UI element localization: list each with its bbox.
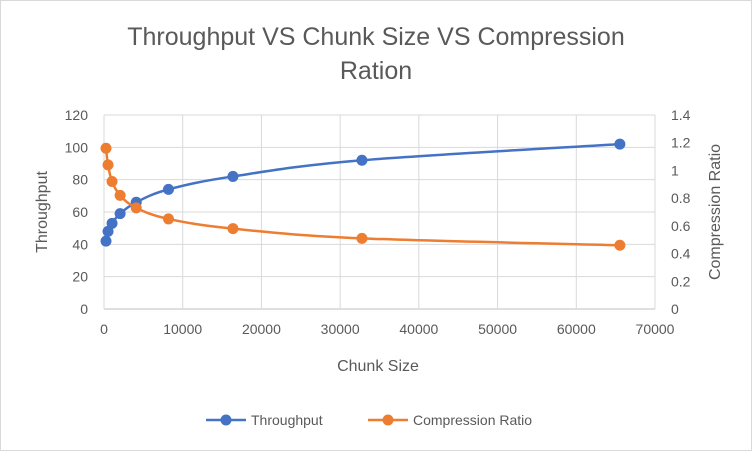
x-tick-label: 40000: [399, 321, 438, 337]
grid-lines: [103, 114, 656, 310]
x-tick-label: 10000: [163, 321, 202, 337]
data-point-throughput[interactable]: [106, 217, 118, 229]
y2-axis-title: Compression Ratio: [707, 144, 724, 280]
data-point-compression-ratio[interactable]: [227, 223, 239, 235]
y2-tick-label: 0.6: [671, 218, 691, 234]
x-axis-title: Chunk Size: [337, 358, 419, 375]
y-axis-title: Throughput: [34, 171, 51, 253]
data-point-compression-ratio[interactable]: [162, 213, 174, 225]
y-tick-label: 120: [65, 107, 89, 123]
y-tick-label: 0: [80, 301, 88, 317]
data-point-compression-ratio[interactable]: [130, 202, 142, 214]
y2-tick-label: 1: [671, 162, 679, 178]
data-point-throughput[interactable]: [100, 235, 112, 247]
data-point-throughput[interactable]: [614, 138, 626, 150]
legend: Throughput Compression Ratio: [206, 412, 532, 428]
series-layer: [100, 138, 626, 251]
data-point-compression-ratio[interactable]: [102, 159, 114, 171]
y-tick-label: 20: [72, 269, 88, 285]
x-tick-label: 70000: [636, 321, 675, 337]
x-tick-label: 20000: [242, 321, 281, 337]
y-axis-ticks: 0 20 40 60 80 100 120: [65, 107, 89, 317]
legend-item-compression-ratio[interactable]: Compression Ratio: [368, 412, 532, 428]
x-tick-label: 60000: [557, 321, 596, 337]
x-tick-label: 0: [100, 321, 108, 337]
data-point-throughput[interactable]: [356, 154, 368, 166]
data-point-compression-ratio[interactable]: [100, 142, 112, 154]
chart-title-line-1: Throughput VS Chunk Size VS Compression: [127, 23, 624, 51]
y2-tick-label: 0: [671, 301, 679, 317]
data-point-throughput[interactable]: [114, 208, 126, 220]
data-point-compression-ratio[interactable]: [106, 176, 118, 188]
y2-axis-ticks: 0 0.2 0.4 0.6 0.8 1 1.2 1.4: [671, 107, 691, 317]
y-tick-label: 100: [65, 139, 89, 155]
legend-label-compression-ratio: Compression Ratio: [413, 412, 532, 428]
series-throughput: [100, 138, 626, 247]
data-point-compression-ratio[interactable]: [614, 239, 626, 251]
y2-tick-label: 0.4: [671, 246, 691, 262]
data-point-compression-ratio[interactable]: [356, 232, 368, 244]
series-compression-ratio: [100, 142, 626, 251]
legend-item-throughput[interactable]: Throughput: [206, 412, 323, 428]
legend-marker-throughput: [220, 414, 232, 426]
data-point-compression-ratio[interactable]: [114, 189, 126, 201]
y-tick-label: 80: [72, 172, 88, 188]
y-tick-label: 60: [72, 204, 88, 220]
y2-tick-label: 0.2: [671, 273, 691, 289]
x-tick-label: 50000: [478, 321, 517, 337]
chart-title-line-2: Ration: [340, 57, 412, 85]
data-point-throughput[interactable]: [162, 183, 174, 195]
y-tick-label: 40: [72, 236, 88, 252]
y2-tick-label: 1.2: [671, 135, 691, 151]
y2-tick-label: 0.8: [671, 190, 691, 206]
x-axis-ticks: 0 10000 20000 30000 40000 50000 60000 70000: [100, 321, 675, 337]
y2-tick-label: 1.4: [671, 107, 691, 123]
legend-marker-compression-ratio: [382, 414, 394, 426]
data-point-throughput[interactable]: [227, 170, 239, 182]
x-tick-label: 30000: [321, 321, 360, 337]
legend-label-throughput: Throughput: [251, 412, 323, 428]
series-line-compression-ratio: [104, 148, 620, 247]
